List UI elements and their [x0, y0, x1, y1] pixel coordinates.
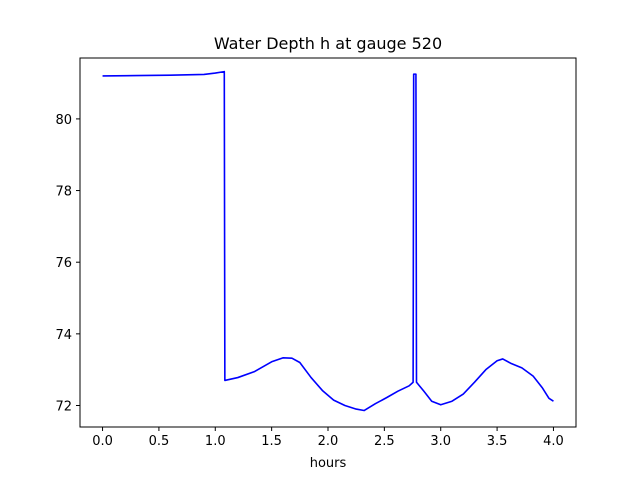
x-tick-label: 2.0	[318, 434, 339, 449]
x-tick-label: 1.0	[205, 434, 226, 449]
y-axis: 72 74 76 78 80	[55, 113, 80, 415]
x-tick-label: 1.5	[261, 434, 282, 449]
x-tick-label: 0.5	[149, 434, 170, 449]
plot-area	[102, 70, 554, 412]
x-axis: 0.0 0.5 1.0 1.5 2.0 2.5 3.0 3.5 4.0	[92, 427, 564, 449]
x-tick-label: 4.0	[543, 434, 564, 449]
y-tick-label: 72	[55, 400, 72, 415]
series-line	[102, 70, 554, 412]
y-tick-label: 76	[55, 256, 72, 271]
x-axis-label: hours	[310, 456, 347, 471]
chart-title: Water Depth h at gauge 520	[214, 34, 442, 53]
x-tick-label: 3.0	[430, 434, 451, 449]
y-tick-label: 80	[55, 113, 72, 128]
x-tick-label: 0.0	[92, 434, 113, 449]
y-tick-label: 74	[55, 328, 72, 343]
plot-frame	[79, 57, 577, 428]
x-tick-label: 3.5	[487, 434, 508, 449]
y-tick-label: 78	[55, 185, 72, 200]
x-tick-label: 2.5	[374, 434, 395, 449]
